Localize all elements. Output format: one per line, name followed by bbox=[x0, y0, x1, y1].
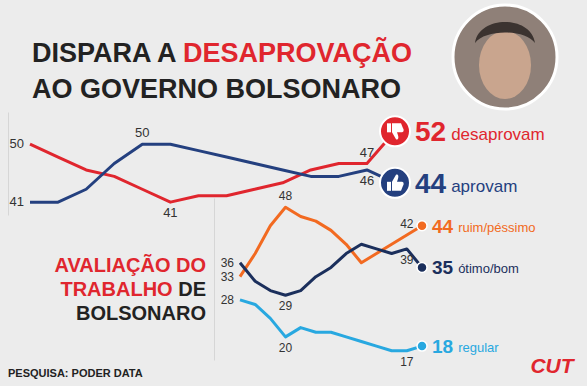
title-segment: AO GOVERNO BOLSONARO bbox=[32, 74, 401, 104]
value-label: 28 bbox=[221, 293, 235, 307]
value-label: 20 bbox=[279, 341, 293, 355]
thumb-circle bbox=[380, 116, 410, 146]
labels: 50 41 47 52 desaprovam 41 50 46 44aprovam bbox=[10, 116, 545, 220]
section-title-line: TRABALHO DE bbox=[60, 278, 206, 300]
value-label: 42 bbox=[400, 217, 414, 231]
section-title-segment: DE bbox=[173, 278, 206, 300]
end-value-label: 44 bbox=[415, 168, 447, 199]
end-value-label: 52 bbox=[415, 116, 446, 147]
value-label: 47 bbox=[360, 145, 374, 160]
series-name: ruim/péssimo bbox=[458, 220, 535, 235]
value-label: 46 bbox=[360, 173, 374, 188]
axis-line bbox=[214, 199, 215, 361]
value-label: 41 bbox=[163, 205, 177, 220]
section-title-line: BOLSONARO bbox=[76, 302, 206, 324]
value-label: 36 bbox=[221, 256, 235, 270]
title-line: DISPARA A DESAPROVAÇÃO bbox=[32, 37, 412, 68]
thumb-cuff bbox=[387, 182, 391, 191]
series-line bbox=[240, 244, 422, 295]
value-label: 50 bbox=[10, 136, 24, 151]
series-name: aprovam bbox=[451, 177, 517, 196]
title-segment: DISPARA A bbox=[32, 38, 183, 68]
end-marker bbox=[380, 116, 410, 146]
section-title-segment: BOLSONARO bbox=[76, 302, 206, 324]
value-label: 41 bbox=[10, 194, 24, 209]
thumb-hand bbox=[392, 175, 404, 191]
end-dot bbox=[417, 341, 427, 351]
background bbox=[0, 0, 587, 386]
series-name: desaprovam bbox=[451, 125, 545, 144]
series-name: regular bbox=[458, 340, 499, 355]
value-label: 29 bbox=[279, 299, 293, 313]
title-segment: DESAPROVAÇÃO bbox=[183, 37, 412, 68]
thumb-icon bbox=[387, 123, 404, 139]
end-marker bbox=[417, 221, 427, 231]
photo-face bbox=[479, 31, 531, 99]
value-label: 48 bbox=[279, 189, 293, 203]
end-value-label: 44 bbox=[432, 216, 454, 237]
title-line: AO GOVERNO BOLSONARO bbox=[32, 74, 401, 104]
series-name: ótimo/bom bbox=[458, 261, 519, 276]
section-title-line: AVALIAÇÃO DO bbox=[55, 254, 206, 276]
photo-hair bbox=[475, 22, 535, 43]
series-line bbox=[240, 300, 422, 351]
end-dot bbox=[417, 221, 427, 231]
end-dot bbox=[417, 262, 427, 272]
value-label: 50 bbox=[135, 125, 149, 140]
end-value-label: 35 bbox=[432, 257, 454, 278]
logo: CUT bbox=[530, 354, 575, 377]
value-label: 17 bbox=[400, 355, 414, 369]
chart-svg: DISPARA A DESAPROVAÇÃO AO GOVERNO BOLSONA… bbox=[0, 0, 587, 386]
series-line bbox=[30, 131, 395, 202]
thumb-hand bbox=[392, 123, 404, 139]
section-title-segment: TRABALHO bbox=[60, 278, 172, 300]
photo bbox=[453, 5, 557, 109]
labels: 33 48 42 44 ruim/péssimo 36 29 39 35 ótimo/bom 28 2… bbox=[221, 189, 536, 368]
end-marker bbox=[417, 262, 427, 272]
photo-circle bbox=[453, 5, 557, 109]
end-marker bbox=[380, 168, 410, 198]
value-label: 39 bbox=[400, 253, 414, 267]
thumb-circle bbox=[380, 168, 410, 198]
value-label: 33 bbox=[221, 270, 235, 284]
thumb-cuff bbox=[387, 123, 391, 132]
chart-root: DISPARA A DESAPROVAÇÃO AO GOVERNO BOLSONA… bbox=[0, 0, 587, 386]
thumb-icon bbox=[387, 175, 404, 191]
series-line bbox=[30, 144, 395, 202]
plot-area bbox=[30, 116, 410, 202]
end-value-label: 18 bbox=[432, 336, 453, 357]
plot-area bbox=[240, 207, 427, 351]
source: PESQUISA: PODER DATA bbox=[8, 367, 143, 379]
end-marker bbox=[417, 341, 427, 351]
y-axis bbox=[214, 199, 215, 361]
section-title-segment: AVALIAÇÃO DO bbox=[55, 254, 206, 276]
